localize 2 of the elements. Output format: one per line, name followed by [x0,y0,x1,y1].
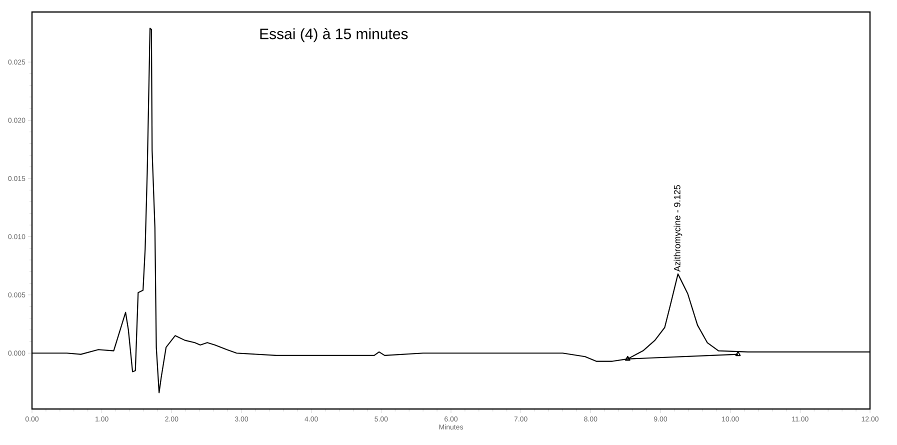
annotation: Azithromycine - 9.125 [674,185,682,272]
text: Essai (4) à 15 minutes [260,28,408,42]
